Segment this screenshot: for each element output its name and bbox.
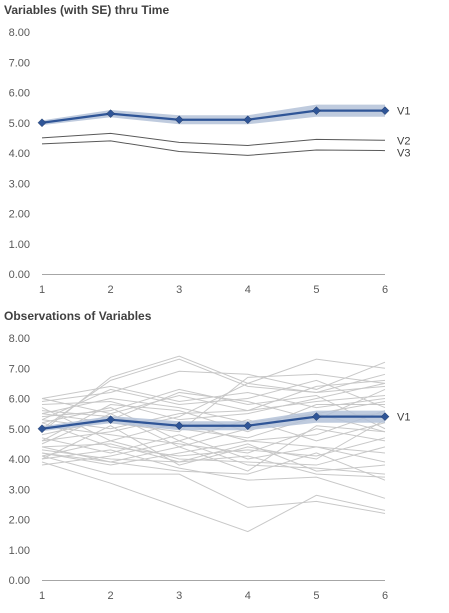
chart-1-series-v1-marker xyxy=(243,115,253,125)
chart-1-series-v1-marker xyxy=(106,109,115,119)
chart-2-observation-line xyxy=(41,440,386,475)
chart-1-series-v1-marker xyxy=(174,115,184,125)
chart-2-series-v1-se-band xyxy=(42,410,385,432)
chart-1-y-tick-label: 7.00 xyxy=(9,57,30,69)
chart-2-observation-line xyxy=(41,461,386,533)
chart-1-y-tick-label: 5.00 xyxy=(9,118,30,130)
chart-1-y-tick-label: 6.00 xyxy=(9,88,30,100)
chart-2-observation-line xyxy=(41,382,386,421)
chart-2-observation-line xyxy=(41,440,386,466)
chart-2-observation-line xyxy=(41,361,386,403)
chart-2-y-tick-label: 1.00 xyxy=(9,545,30,557)
chart-1-series-v2-label: V2 xyxy=(397,135,410,147)
chart-2-observation-line xyxy=(41,385,386,409)
chart-2-series-v1-label: V1 xyxy=(397,412,410,424)
chart-2-y-tick-label: 6.00 xyxy=(9,394,30,406)
chart-1-y-tick-label: 1.00 xyxy=(9,239,30,251)
chart-1-y-tick-label: 2.00 xyxy=(9,209,30,221)
chart-2-observation-line xyxy=(41,355,386,433)
chart-1-series-v1-marker xyxy=(37,118,47,128)
chart-1-title: Variables (with SE) thru Time xyxy=(4,3,170,17)
chart-2-y-tick-label: 2.00 xyxy=(9,515,30,527)
chart-1-y-tick-label: 4.00 xyxy=(9,148,30,160)
chart-1-series-v1-label: V1 xyxy=(397,106,410,118)
chart-1-series-v1-marker xyxy=(380,106,390,116)
chart-2-series-v1-marker xyxy=(380,412,390,422)
chart-1-series-v3-label: V3 xyxy=(397,147,410,159)
chart-2-series-v1-marker xyxy=(106,415,115,425)
chart-1-x-tick-label: 6 xyxy=(382,284,388,296)
chart-1-x-tick-label: 4 xyxy=(245,284,251,296)
chart-1-series-v2-line xyxy=(41,132,386,146)
chart-1-x-tick-label: 1 xyxy=(39,284,45,296)
chart-1-series-v3-line xyxy=(41,140,386,156)
chart-2-series-v1-marker xyxy=(174,421,184,431)
chart-2-series-v1-marker xyxy=(37,424,47,434)
chart-2-observation-line xyxy=(41,379,386,430)
chart-2-y-tick-label: 8.00 xyxy=(9,333,30,345)
chart-2-observation-line xyxy=(41,449,386,499)
chart-2-observation-line xyxy=(41,446,386,481)
chart-2-x-tick-label: 1 xyxy=(39,590,45,602)
chart-2-x-tick-label: 2 xyxy=(108,590,114,602)
chart-2-y-tick-label: 0.00 xyxy=(9,575,30,587)
chart-2-title: Observations of Variables xyxy=(4,309,152,323)
chart-1-series-v1-marker xyxy=(312,106,321,116)
chart-1-y-tick-label: 3.00 xyxy=(9,178,30,190)
chart-1-series-v1-se-band xyxy=(42,104,385,126)
chart-2-observation-line xyxy=(41,443,386,478)
chart-2-series-v1-line xyxy=(41,415,385,430)
chart-2-series-v1-marker xyxy=(312,412,321,422)
chart-2-observation-line xyxy=(41,455,386,514)
chart-1-y-tick-label: 0.00 xyxy=(9,269,30,281)
chart-2-y-tick-label: 4.00 xyxy=(9,454,30,466)
chart-1-x-tick-label: 2 xyxy=(108,284,114,296)
chart-2-x-tick-label: 3 xyxy=(176,590,182,602)
chart-2-y-tick-label: 3.00 xyxy=(9,484,30,496)
chart-2-y-tick-label: 5.00 xyxy=(9,424,30,436)
chart-1-x-tick-label: 5 xyxy=(313,284,319,296)
chart-1-x-tick-label: 3 xyxy=(176,284,182,296)
chart-2-observation-line xyxy=(41,425,386,454)
chart-2-x-tick-label: 5 xyxy=(313,590,319,602)
chart-1-y-tick-label: 8.00 xyxy=(9,27,30,39)
chart-1-series-v1-line xyxy=(41,109,385,124)
chart-2-observation-line xyxy=(41,379,386,421)
chart-2-observation-line xyxy=(41,373,386,442)
chart-2-series-v1-marker xyxy=(243,421,253,431)
chart-2-x-tick-label: 6 xyxy=(382,590,388,602)
chart-2-x-tick-label: 4 xyxy=(245,590,251,602)
chart-2-y-tick-label: 7.00 xyxy=(9,363,30,375)
